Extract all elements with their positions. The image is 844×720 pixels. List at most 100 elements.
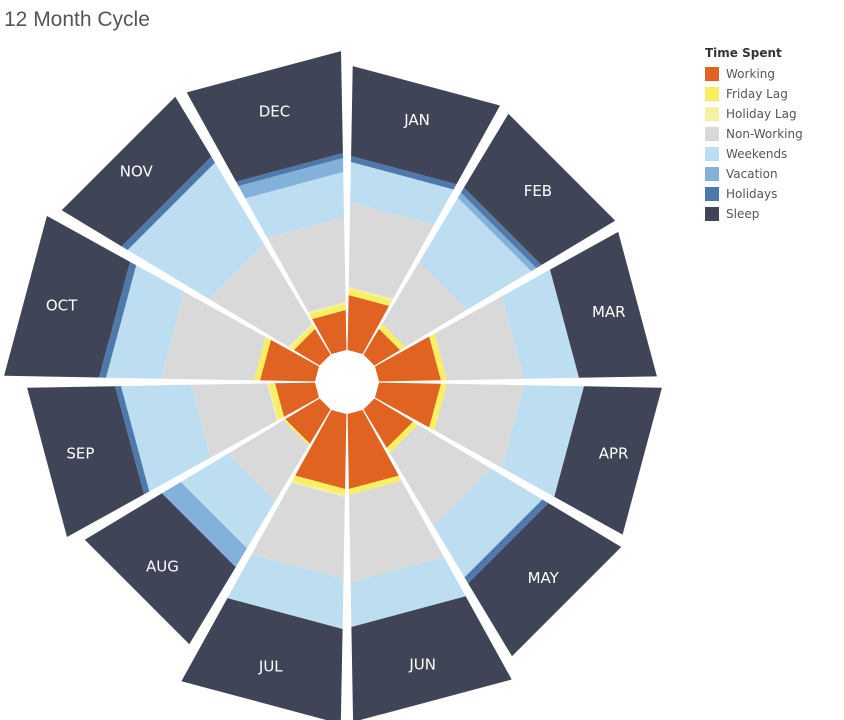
legend-swatch <box>705 67 719 81</box>
segment-sep-sleep[interactable] <box>27 386 145 537</box>
segment-jul-friday-lag[interactable] <box>292 475 346 495</box>
segment-dec-weekends[interactable] <box>245 172 344 238</box>
segment-may-working[interactable] <box>363 398 414 449</box>
segment-jun-working[interactable] <box>347 410 399 489</box>
segment-dec-sleep[interactable] <box>186 51 343 182</box>
segment-nov-holidays[interactable] <box>121 156 215 250</box>
legend-swatch <box>705 107 719 121</box>
segment-feb-vacation[interactable] <box>457 192 537 272</box>
segment-mar-working[interactable] <box>375 336 441 382</box>
segment-feb-non-working[interactable] <box>382 262 467 347</box>
segment-may-sleep[interactable] <box>468 503 622 657</box>
segment-jun-sleep[interactable] <box>351 596 512 720</box>
segment-jun-friday-lag[interactable] <box>348 475 402 495</box>
segment-jan-working[interactable] <box>347 295 390 354</box>
month-label: NOV <box>120 162 154 180</box>
segment-oct-working[interactable] <box>260 339 319 382</box>
month-label: AUG <box>146 558 179 576</box>
segment-aug-sleep[interactable] <box>84 493 236 645</box>
legend-swatch <box>705 147 719 161</box>
segment-apr-friday-lag[interactable] <box>429 383 447 431</box>
legend-item[interactable]: Non-Working <box>705 124 803 144</box>
segment-jan-holiday-lag[interactable] <box>348 287 393 301</box>
segment-apr-non-working[interactable] <box>434 383 525 468</box>
legend-swatch <box>705 87 719 101</box>
legend-items: Working Friday Lag Holiday Lag Non-Working W… <box>705 64 803 224</box>
segment-dec-vacation[interactable] <box>238 158 344 199</box>
segment-mar-friday-lag[interactable] <box>429 333 447 381</box>
segment-sep-weekends[interactable] <box>121 384 211 492</box>
legend-item[interactable]: Weekends <box>705 144 803 164</box>
segment-dec-holidays[interactable] <box>236 153 343 186</box>
segment-jul-weekends[interactable] <box>227 554 344 629</box>
month-label: JUN <box>408 656 436 674</box>
segment-nov-friday-lag[interactable] <box>290 325 315 350</box>
segment-aug-friday-lag[interactable] <box>283 419 310 446</box>
month-label: OCT <box>46 297 78 315</box>
segment-feb-holidays[interactable] <box>460 187 542 269</box>
legend-item[interactable]: Working <box>705 64 803 84</box>
segment-nov-holiday-lag[interactable] <box>288 323 313 348</box>
segment-sep-non-working[interactable] <box>191 383 277 458</box>
legend-item[interactable]: Sleep <box>705 204 803 224</box>
segment-jan-sleep[interactable] <box>351 66 500 185</box>
legend-item[interactable]: Holidays <box>705 184 803 204</box>
segment-apr-sleep[interactable] <box>554 386 662 535</box>
segment-aug-weekends[interactable] <box>180 453 276 549</box>
legend-item[interactable]: Holiday Lag <box>705 104 803 124</box>
segment-may-non-working[interactable] <box>389 424 491 526</box>
legend-title: Time Spent <box>705 46 782 60</box>
segment-mar-sleep[interactable] <box>550 231 657 378</box>
segment-dec-friday-lag[interactable] <box>309 304 346 319</box>
segment-aug-working[interactable] <box>285 398 331 444</box>
segment-nov-non-working[interactable] <box>209 244 312 347</box>
segment-sep-holidays[interactable] <box>115 386 150 495</box>
segment-dec-non-working[interactable] <box>267 217 346 312</box>
segment-oct-sleep[interactable] <box>4 215 131 378</box>
segment-jan-non-working[interactable] <box>348 202 435 299</box>
segment-aug-vacation[interactable] <box>161 482 247 568</box>
segment-jun-weekends[interactable] <box>350 557 466 627</box>
segment-oct-friday-lag[interactable] <box>254 337 271 381</box>
legend-swatch <box>705 167 719 181</box>
segment-aug-non-working[interactable] <box>227 420 309 502</box>
segment-feb-working[interactable] <box>363 328 401 366</box>
segment-sep-friday-lag[interactable] <box>269 383 284 420</box>
legend-label: Weekends <box>726 147 788 161</box>
segment-jan-friday-lag[interactable] <box>348 289 392 306</box>
segment-jul-holiday-lag[interactable] <box>291 480 345 497</box>
segment-may-weekends[interactable] <box>433 468 543 578</box>
segment-nov-working[interactable] <box>293 328 331 366</box>
segment-nov-weekends[interactable] <box>127 162 264 299</box>
legend-swatch <box>705 187 719 201</box>
legend-swatch <box>705 207 719 221</box>
segment-jul-sleep[interactable] <box>181 598 343 720</box>
legend-item[interactable]: Vacation <box>705 164 803 184</box>
segment-jul-working[interactable] <box>295 410 347 489</box>
segment-oct-non-working[interactable] <box>161 291 266 381</box>
segment-jan-weekends[interactable] <box>350 162 454 225</box>
segment-may-holidays[interactable] <box>464 499 549 584</box>
segment-dec-working[interactable] <box>312 310 347 354</box>
segment-feb-sleep[interactable] <box>464 113 616 265</box>
segment-oct-weekends[interactable] <box>106 265 185 379</box>
segment-dec-holiday-lag[interactable] <box>308 302 346 314</box>
segment-jun-non-working[interactable] <box>349 480 444 582</box>
segment-sep-holiday-lag[interactable] <box>267 383 279 421</box>
legend-item[interactable]: Friday Lag <box>705 84 803 104</box>
legend-label: Non-Working <box>726 127 803 141</box>
segment-nov-sleep[interactable] <box>61 96 212 247</box>
segment-apr-working[interactable] <box>375 382 441 428</box>
segment-sep-working[interactable] <box>275 382 319 417</box>
segment-may-friday-lag[interactable] <box>386 421 419 454</box>
segment-jan-holidays[interactable] <box>351 156 457 190</box>
segment-jul-non-working[interactable] <box>251 482 345 579</box>
segment-apr-weekends[interactable] <box>501 385 584 497</box>
segment-feb-weekends[interactable] <box>419 197 532 310</box>
segment-mar-weekends[interactable] <box>501 269 579 379</box>
segment-oct-holidays[interactable] <box>99 261 137 378</box>
month-label: MAY <box>528 569 560 587</box>
segment-mar-non-working[interactable] <box>434 296 525 381</box>
legend-label: Working <box>726 67 775 81</box>
segment-feb-friday-lag[interactable] <box>379 323 406 350</box>
